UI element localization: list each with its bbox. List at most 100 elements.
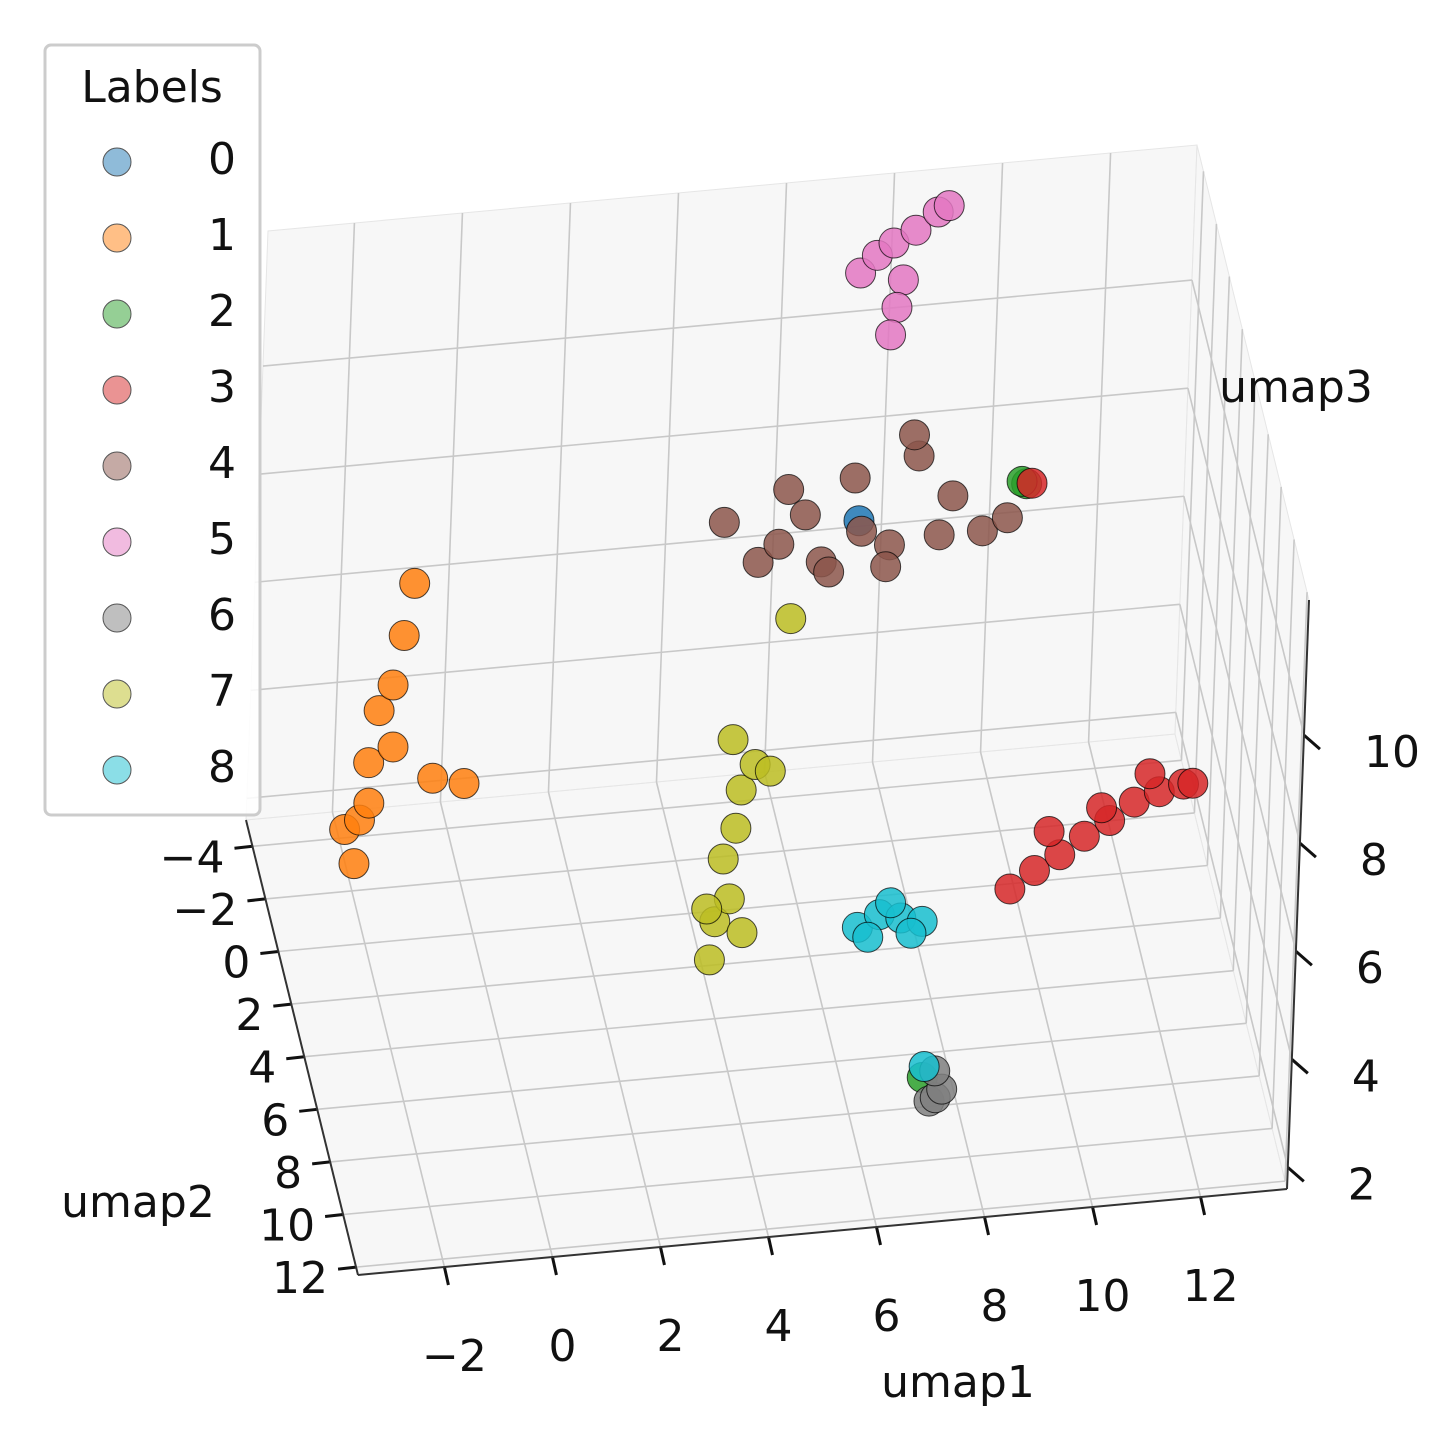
y-tick — [299, 1107, 318, 1113]
grid-line — [763, 771, 878, 1228]
y-tick-label: 8 — [274, 1148, 302, 1199]
x-tick-label: 2 — [656, 1311, 684, 1362]
legend-marker — [102, 603, 132, 633]
z-tick — [1302, 733, 1321, 751]
point — [742, 546, 774, 578]
z-tick — [1298, 842, 1317, 859]
grid-line — [1087, 152, 1112, 743]
point — [994, 873, 1026, 905]
point — [726, 917, 758, 949]
y-tick — [324, 1213, 344, 1218]
legend-marker — [102, 375, 132, 405]
grid-line — [331, 811, 446, 1268]
y-tick-label: 6 — [261, 1095, 289, 1146]
z-tick-label: 6 — [1356, 943, 1384, 994]
grid-line — [655, 781, 770, 1238]
x-tick — [442, 1266, 450, 1286]
legend-label: 6 — [208, 590, 236, 641]
point — [1086, 792, 1118, 824]
x-tick — [767, 1236, 774, 1256]
y-tick — [273, 1002, 292, 1008]
point — [813, 556, 845, 588]
x-tick — [1199, 1196, 1207, 1216]
x-tick-label: 10 — [1075, 1271, 1131, 1322]
point — [1018, 855, 1050, 887]
z-axis-label: umap3 — [1219, 362, 1373, 413]
grid-line — [439, 212, 464, 803]
grid-line — [439, 801, 554, 1258]
grid-line — [304, 969, 1234, 1058]
legend-label: 0 — [208, 134, 236, 185]
grid-line — [330, 1075, 1260, 1163]
legend-label: 4 — [208, 438, 236, 489]
grid-line — [1245, 434, 1270, 1024]
y-tick — [247, 897, 266, 903]
point — [852, 921, 884, 953]
y-tick-label: 0 — [222, 938, 250, 989]
legend-marker — [102, 147, 132, 177]
point — [720, 812, 752, 844]
z-tick — [1286, 1166, 1305, 1183]
grid — [246, 152, 1308, 1268]
point — [1016, 467, 1048, 499]
point — [1068, 820, 1100, 852]
x-tick — [983, 1216, 990, 1236]
grid-line — [763, 182, 788, 773]
y-tick — [260, 950, 279, 955]
y-tick-label: 4 — [248, 1043, 276, 1094]
point — [846, 515, 878, 547]
y-tick — [337, 1265, 357, 1271]
grid-line — [1284, 592, 1308, 1182]
y-tick — [234, 844, 253, 850]
x-tick — [1091, 1206, 1099, 1226]
grid-line — [331, 222, 356, 813]
point — [991, 502, 1023, 534]
grid-line — [1183, 496, 1297, 952]
legend-marker — [102, 299, 132, 329]
legend-marker — [102, 679, 132, 709]
grid-line — [1193, 223, 1218, 813]
grid-line — [278, 864, 1208, 953]
point — [754, 755, 786, 787]
x-tick — [550, 1256, 558, 1276]
grid-line — [1219, 329, 1244, 919]
point — [870, 551, 902, 583]
y-tick-label: 12 — [272, 1253, 328, 1304]
grid-line — [246, 711, 1176, 800]
grid-line — [258, 387, 1188, 475]
legend-label: 5 — [208, 514, 236, 565]
grid-line — [317, 1022, 1247, 1111]
x-tick-label: 8 — [981, 1281, 1009, 1332]
point — [933, 190, 965, 222]
y-tick-label: −2 — [173, 885, 238, 936]
grid-line — [871, 761, 986, 1218]
z-tick — [1294, 950, 1313, 967]
legend-label: 8 — [208, 742, 236, 793]
point — [899, 419, 931, 451]
x-axis-line — [357, 1188, 1288, 1276]
z-tick-label: 10 — [1364, 727, 1420, 778]
grid-line — [1179, 604, 1293, 1060]
grid-line — [254, 495, 1184, 584]
grid-line — [250, 603, 1180, 692]
z-axis-line — [1286, 599, 1310, 1190]
point — [900, 214, 932, 246]
point — [1033, 815, 1065, 847]
point — [693, 944, 725, 976]
point — [448, 767, 480, 799]
grid-line — [1258, 486, 1282, 1076]
legend-title: Labels — [81, 62, 223, 113]
grid-line — [1206, 276, 1231, 866]
point — [895, 917, 927, 949]
point — [691, 893, 723, 925]
y-tick — [311, 1160, 331, 1166]
grid-line — [547, 791, 662, 1248]
point — [773, 474, 805, 506]
z-tick — [1290, 1058, 1309, 1075]
point — [875, 887, 907, 919]
legend-label: 7 — [208, 666, 236, 717]
point — [875, 319, 907, 351]
legend: Labels 0 1 2 3 4 5 6 7 8 — [43, 43, 262, 817]
point — [377, 669, 409, 701]
point — [353, 787, 385, 819]
